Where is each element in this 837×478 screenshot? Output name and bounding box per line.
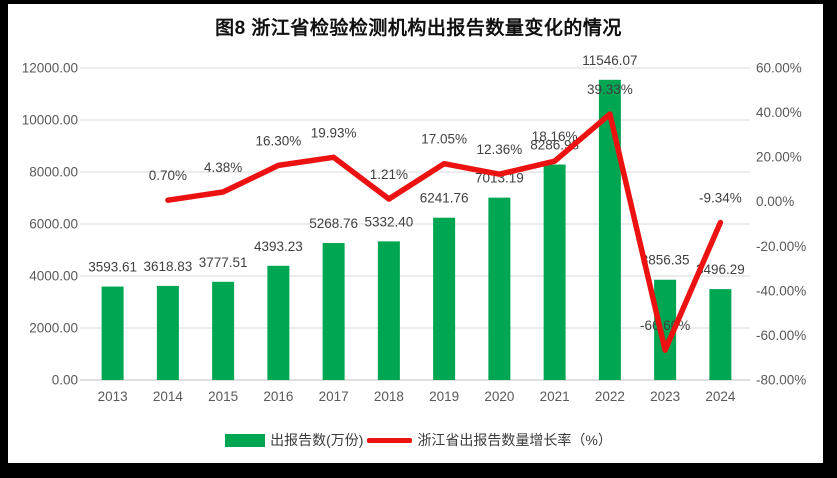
chart-title: 图8 浙江省检验检测机构出报告数量变化的情况 <box>215 18 622 39</box>
bar-2021 <box>543 164 566 380</box>
bar-2023 <box>654 279 677 380</box>
x-axis-label-2024: 2024 <box>705 389 736 404</box>
bar-2018 <box>377 241 400 380</box>
left-axis-tick-label: 4000.00 <box>29 269 78 284</box>
left-axis-tick-label: 6000.00 <box>29 217 78 232</box>
bar-2014 <box>156 285 179 380</box>
left-axis-tick-label: 0.00 <box>52 373 78 388</box>
bar-2022 <box>598 79 621 380</box>
chart-canvas <box>8 4 823 463</box>
bar-2015 <box>212 281 235 380</box>
chart-legend: 出报告数(万份) 浙江省出报告数量增长率（%） <box>0 430 837 450</box>
x-axis-label-2016: 2016 <box>263 389 293 404</box>
left-axis-tick-label: 10000.00 <box>22 113 78 128</box>
legend-item-reports: 出报告数(万份) <box>225 430 363 450</box>
right-axis-tick-label: -40.00% <box>756 283 806 298</box>
line-label-2017: 19.93% <box>311 125 357 140</box>
line-label-2022: 39.33% <box>587 82 633 97</box>
x-axis-label-2020: 2020 <box>484 389 514 404</box>
legend-item-growth-rate: 浙江省出报告数量增长率（%） <box>367 430 612 450</box>
x-axis-label-2023: 2023 <box>650 389 680 404</box>
right-axis-tick-label: 40.00% <box>756 105 802 120</box>
bar-label-2017: 5268.76 <box>309 216 358 231</box>
left-axis-tick-label: 8000.00 <box>29 165 78 180</box>
bar-2013 <box>101 286 124 380</box>
x-axis-label-2021: 2021 <box>540 389 570 404</box>
line-label-2016: 16.30% <box>255 133 301 148</box>
bar-2020 <box>488 197 511 380</box>
x-axis-label-2019: 2019 <box>429 389 459 404</box>
legend-bar-swatch-icon <box>225 433 266 447</box>
bar-label-2013: 3593.61 <box>88 260 137 275</box>
x-axis-label-2013: 2013 <box>98 389 128 404</box>
right-axis-tick-label: -80.00% <box>756 373 806 388</box>
bar-2017 <box>322 243 345 380</box>
bar-label-2014: 3618.83 <box>143 259 192 274</box>
bar-label-2018: 5332.40 <box>364 214 413 229</box>
x-axis-label-2018: 2018 <box>374 389 404 404</box>
bar-label-2023: 3856.35 <box>641 253 690 268</box>
line-label-2023: -66.60% <box>640 318 690 333</box>
x-axis-label-2017: 2017 <box>319 389 349 404</box>
bar-label-2022: 11546.07 <box>582 53 637 68</box>
bar-2019 <box>433 217 456 380</box>
x-axis-label-2022: 2022 <box>595 389 625 404</box>
left-axis-tick-label: 12000.00 <box>22 61 78 76</box>
x-axis-label-2015: 2015 <box>208 389 238 404</box>
right-axis-tick-label: 0.00% <box>756 194 794 209</box>
x-axis-label-2014: 2014 <box>153 389 184 404</box>
bar-2024 <box>709 289 732 380</box>
legend-bar-label: 出报告数(万份) <box>270 432 364 448</box>
line-label-2021: 18.16% <box>532 129 578 144</box>
line-label-2018: 1.21% <box>370 167 408 182</box>
bar-2016 <box>267 265 290 380</box>
right-axis-tick-label: 60.00% <box>756 61 802 76</box>
left-axis-tick-label: 2000.00 <box>29 321 78 336</box>
legend-line-swatch-icon <box>367 437 413 443</box>
bar-label-2015: 3777.51 <box>199 255 248 270</box>
growth-rate-line <box>165 111 724 353</box>
right-axis-tick-label: -20.00% <box>756 239 806 254</box>
bar-label-2019: 6241.76 <box>420 191 469 206</box>
right-axis-tick-label: -60.00% <box>756 328 806 343</box>
bar-label-2024: 3496.29 <box>696 262 745 277</box>
line-label-2019: 17.05% <box>421 132 467 147</box>
legend-line-label: 浙江省出报告数量增长率（%） <box>417 432 612 448</box>
line-label-2015: 4.38% <box>204 160 242 175</box>
line-label-2020: 12.36% <box>476 142 522 157</box>
bar-label-2016: 4393.23 <box>254 239 303 254</box>
line-label-2024: -9.34% <box>699 191 742 206</box>
line-label-2014: 0.70% <box>149 168 187 183</box>
right-axis-tick-label: 20.00% <box>756 150 802 165</box>
